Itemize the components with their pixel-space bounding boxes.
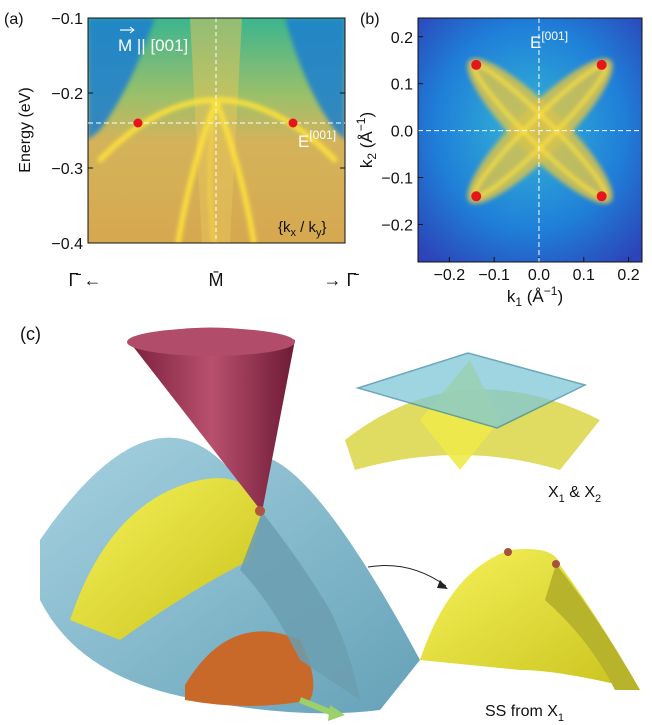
text: ) — [357, 112, 376, 118]
caption: SS from X1 — [485, 703, 564, 724]
direction-label: M || [001] — [118, 36, 188, 55]
text: E — [298, 132, 309, 151]
x-tick-label: −0.2 — [434, 267, 466, 284]
y-tick-label: 0.2 — [391, 30, 413, 47]
text: X — [548, 484, 559, 501]
node-point — [596, 59, 607, 70]
text: y — [316, 227, 322, 239]
text: k — [507, 287, 516, 306]
text: (Å — [522, 287, 544, 306]
x-tick-label: 0.0 — [528, 267, 550, 284]
y-tick-label: −0.3 — [51, 161, 83, 178]
x-label: → Γ̄ — [324, 270, 360, 290]
arrow-head — [129, 26, 135, 34]
text: / k — [296, 219, 317, 236]
text: [001] — [541, 29, 568, 43]
x-axis-label: k1 (Å−1) — [507, 284, 563, 309]
y-tick-label: −0.2 — [51, 86, 83, 103]
node-point — [471, 59, 482, 70]
illustration — [40, 327, 640, 721]
text: } — [322, 219, 327, 236]
caption: X1 & X2 — [548, 484, 601, 505]
text: E — [530, 33, 541, 52]
x-tick-label: 0.1 — [573, 267, 595, 284]
text: ) — [557, 287, 563, 306]
fermi-map — [418, 18, 642, 262]
panel-label: (c) — [20, 324, 41, 344]
x-tick-label: 0.2 — [617, 267, 639, 284]
x-tick-label: −0.1 — [478, 267, 510, 284]
text: (Å — [357, 131, 376, 153]
band-map — [88, 18, 345, 243]
energy-label: E[001] — [530, 29, 568, 52]
text: −1 — [544, 284, 558, 298]
text: x — [291, 227, 297, 239]
y-tick-label: 0.0 — [391, 124, 413, 141]
y-tick-label: −0.1 — [381, 171, 413, 188]
energy-label: E[001] — [298, 128, 336, 151]
y-axis-label: Energy (eV) — [17, 87, 34, 172]
text: 1 — [559, 493, 565, 505]
y-axis-label: k2 (Å−1) — [354, 112, 379, 168]
y-tick-label: −0.2 — [381, 217, 413, 234]
x-label: Γ̄ ← — [69, 270, 102, 290]
text: [001] — [309, 128, 336, 142]
y-tick-label: −0.1 — [51, 11, 83, 28]
panel-label: (b) — [360, 11, 380, 28]
node-point — [471, 191, 482, 202]
channel-label: {kx / ky} — [278, 219, 327, 239]
y-tick-label: 0.1 — [391, 77, 413, 94]
x-label: M̄ — [209, 270, 224, 290]
text: 2 — [595, 493, 601, 505]
axes-b: −0.2 −0.1 0.0 0.1 0.2 −0.2 −0.1 0.0 0.1 0.2 — [381, 18, 642, 284]
text: & X — [565, 484, 596, 501]
crossing-point — [133, 118, 143, 128]
text: −1 — [354, 117, 368, 131]
text: 1 — [515, 295, 522, 309]
text: SS from X — [485, 703, 558, 720]
text: 1 — [558, 712, 564, 724]
y-tick-label: −0.4 — [51, 236, 83, 253]
text: {k — [278, 219, 291, 236]
crossing-point — [288, 118, 298, 128]
panel-label: (a) — [4, 11, 24, 28]
node-point — [596, 191, 607, 202]
text: k — [357, 159, 376, 168]
text: 2 — [365, 153, 379, 160]
